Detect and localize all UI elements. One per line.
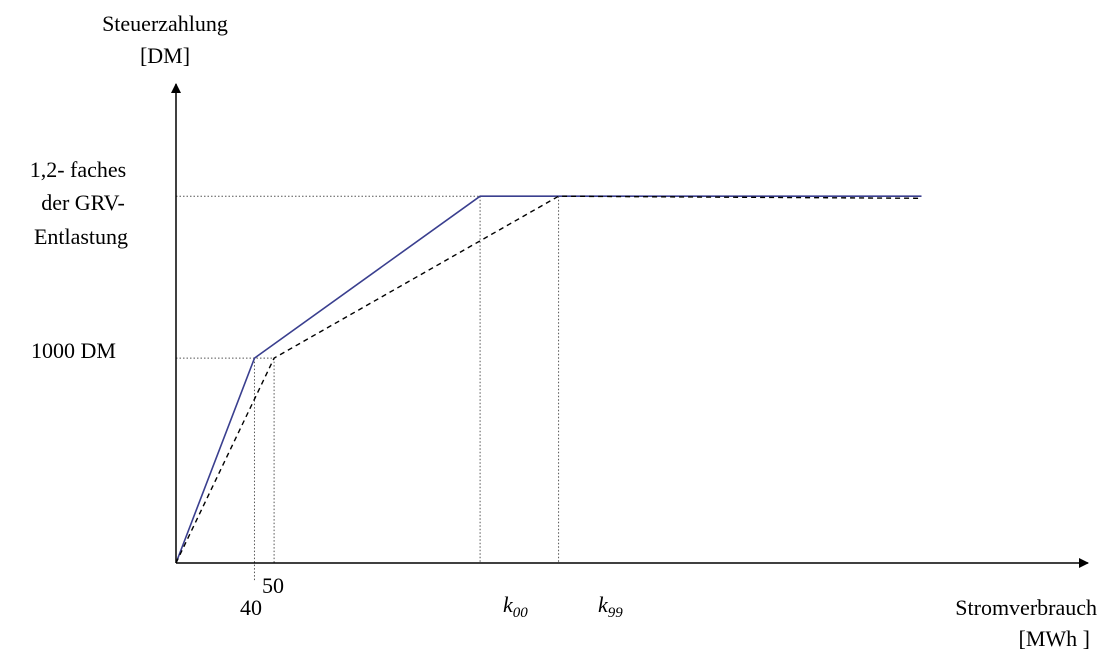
x-tick-k00-sub: 00 <box>513 605 529 621</box>
x-tick-k99-base: k <box>598 592 609 617</box>
series-line-dashed <box>175 195 922 564</box>
x-tick-40: 40 <box>240 595 262 620</box>
x-tick-k00: k00 <box>503 592 528 621</box>
guide-lines <box>176 195 560 582</box>
y-axis-title-line1: Steuerzahlung <box>102 11 228 36</box>
x-tick-k99: k99 <box>598 592 623 621</box>
y-tick-cap-line1: 1,2- faches <box>30 157 127 182</box>
x-axis-title-line1: Stromverbrauch <box>955 595 1097 620</box>
y-axis-title-line2: [DM] <box>140 43 190 68</box>
series-line-solid <box>175 195 922 564</box>
series-group <box>175 195 922 564</box>
x-tick-k99-sub: 99 <box>608 605 624 621</box>
x-axis-title-line2: [MWh ] <box>1019 626 1090 651</box>
y-tick-1000: 1000 DM <box>31 338 116 363</box>
x-tick-k00-base: k <box>503 592 514 617</box>
y-tick-cap-line3: Entlastung <box>34 224 128 249</box>
y-tick-cap-line2: der GRV- <box>41 190 125 215</box>
x-tick-50: 50 <box>262 573 284 598</box>
